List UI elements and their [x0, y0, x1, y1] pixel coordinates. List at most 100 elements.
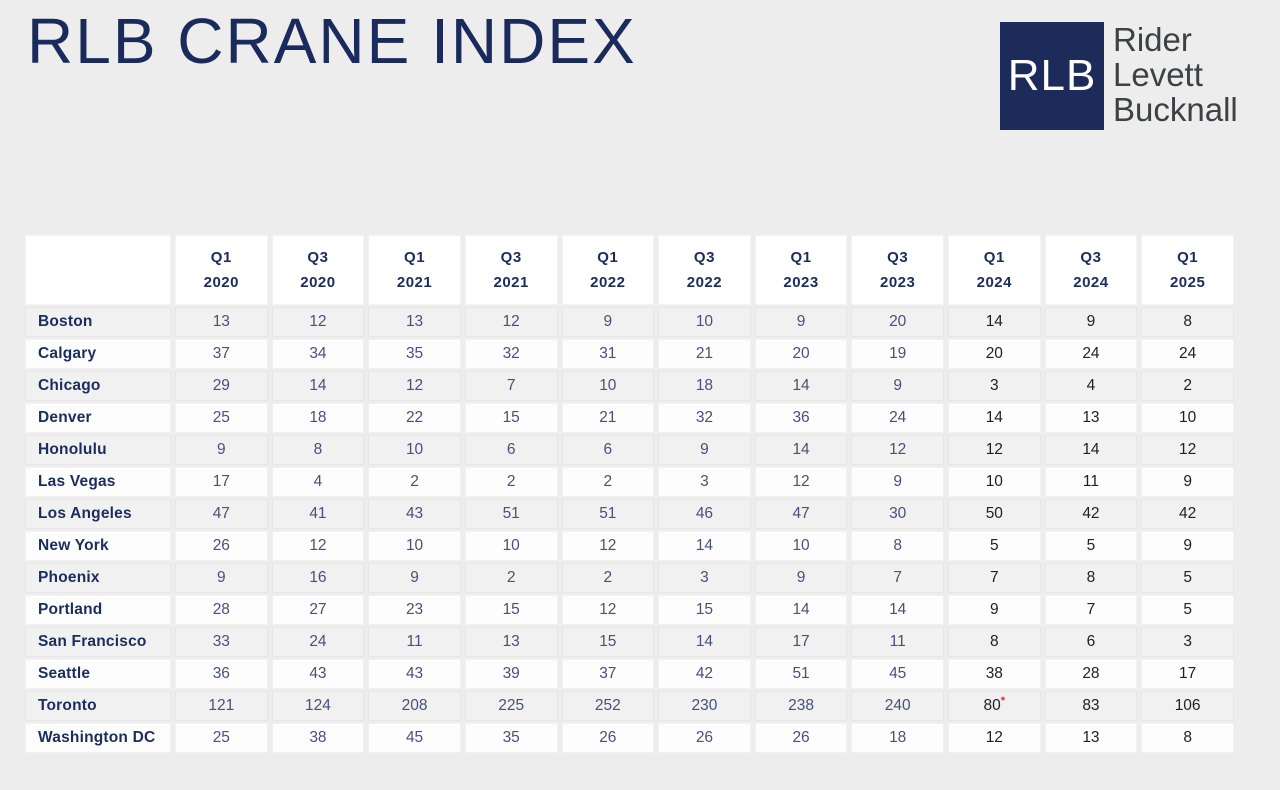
value-cell: 41 — [271, 499, 365, 529]
table-row-honolulu: Honolulu 9 8 10 6 6 9 14 12 12 14 12 — [25, 435, 1234, 465]
value-cell: 208 — [368, 691, 461, 721]
value-cell: 13 — [368, 307, 461, 337]
value-cell: 39 — [464, 659, 558, 689]
value-cell: 13 — [1044, 723, 1138, 753]
value-cell: 12 — [948, 723, 1041, 753]
value-cell: 31 — [561, 339, 655, 369]
header-row: Q1 2020 Q3 2020 Q1 2021 Q3 2021 Q1 2022 Q3 2022 Q1 20… — [25, 235, 1234, 305]
value-cell: 230 — [658, 691, 751, 721]
value-cell: 14 — [754, 435, 848, 465]
value-cell: 10 — [464, 531, 558, 561]
table-row-boston: Boston 13 12 13 12 9 10 9 20 14 9 8 — [25, 307, 1234, 337]
value-cell: 7 — [1044, 595, 1138, 625]
value-cell: 20 — [948, 339, 1041, 369]
logo-line-rider: Rider — [1113, 21, 1192, 58]
value-cell: 9 — [754, 563, 848, 593]
corner-cell — [25, 235, 171, 305]
value-cell: 42 — [658, 659, 751, 689]
table-row-phoenix: Phoenix 9 16 9 2 2 3 9 7 7 8 5 — [25, 563, 1234, 593]
value-cell: 8 — [851, 531, 944, 561]
value-cell: 37 — [175, 339, 268, 369]
value-cell: 15 — [464, 403, 558, 433]
column-header-q3-2020: Q3 2020 — [271, 235, 365, 305]
value-cell: 11 — [368, 627, 461, 657]
value-cell: 14 — [658, 627, 751, 657]
value-cell: 2 — [1141, 371, 1234, 401]
value-cell: 15 — [561, 627, 655, 657]
value-cell: 9 — [175, 435, 268, 465]
table-row-new-york: New York 26 12 10 10 12 14 10 8 5 5 9 — [25, 531, 1234, 561]
value-cell: 12 — [271, 531, 365, 561]
value-cell: 36 — [175, 659, 268, 689]
value-cell: 27 — [271, 595, 365, 625]
value-cell: 46 — [658, 499, 751, 529]
value-cell: 45 — [368, 723, 461, 753]
value-cell: 83 — [1044, 691, 1138, 721]
value-cell: 26 — [175, 531, 268, 561]
value-cell: 7 — [851, 563, 944, 593]
value-cell: 17 — [754, 627, 848, 657]
table-row-denver: Denver 25 18 22 15 21 32 36 24 14 13 10 — [25, 403, 1234, 433]
value-cell: 51 — [561, 499, 655, 529]
rlb-logo-mark: RLB — [1000, 22, 1104, 130]
table-header: Q1 2020 Q3 2020 Q1 2021 Q3 2021 Q1 2022 Q3 2022 Q1 20… — [25, 235, 1234, 305]
value-cell: 8 — [1044, 563, 1138, 593]
value-cell: 42 — [1141, 499, 1234, 529]
column-header-q1-2022: Q1 2022 — [561, 235, 655, 305]
value-cell: 10 — [368, 531, 461, 561]
value-cell: 45 — [851, 659, 944, 689]
city-label: Toronto — [25, 691, 171, 721]
value-cell: 12 — [368, 371, 461, 401]
value-cell: 3 — [1141, 627, 1234, 657]
value-cell: 121 — [175, 691, 268, 721]
rlb-logo-abbr: RLB — [1007, 51, 1097, 100]
value-cell: 14 — [851, 595, 944, 625]
value-cell: 28 — [1044, 659, 1138, 689]
column-header-q3-2023: Q3 2023 — [851, 235, 944, 305]
table-row-portland: Portland 28 27 23 15 12 15 14 14 9 7 5 — [25, 595, 1234, 625]
value-cell: 32 — [658, 403, 751, 433]
logo-line-levett: Levett — [1113, 56, 1203, 93]
value-cell: 28 — [175, 595, 268, 625]
page-title: RLB CRANE INDEX — [27, 5, 637, 77]
value-cell: 7 — [948, 563, 1041, 593]
value-cell: 12 — [754, 467, 848, 497]
value-cell: 12 — [561, 595, 655, 625]
column-header-q1-2020: Q1 2020 — [175, 235, 268, 305]
value-cell: 9 — [1044, 307, 1138, 337]
value-cell: 9 — [851, 467, 944, 497]
logo-line-bucknall: Bucknall — [1113, 91, 1238, 128]
value-cell: 47 — [754, 499, 848, 529]
value-cell: 12 — [948, 435, 1041, 465]
value-cell: 14 — [754, 595, 848, 625]
city-label: Chicago — [25, 371, 171, 401]
value-cell: 10 — [658, 307, 751, 337]
value-cell: 17 — [175, 467, 268, 497]
table-row-las-vegas: Las Vegas 17 4 2 2 2 3 12 9 10 11 9 — [25, 467, 1234, 497]
city-label: Boston — [25, 307, 171, 337]
value-cell: 25 — [175, 403, 268, 433]
value-cell: 13 — [1044, 403, 1138, 433]
value-cell: 16 — [271, 563, 365, 593]
value-cell: 22 — [368, 403, 461, 433]
city-label: San Francisco — [25, 627, 171, 657]
rlb-logo: RLB Rider Levett Bucknall — [1000, 22, 1238, 130]
value-cell: 10 — [1141, 403, 1234, 433]
column-header-q3-2024: Q3 2024 — [1044, 235, 1138, 305]
value-cell: 35 — [368, 339, 461, 369]
value-cell: 43 — [368, 659, 461, 689]
value-cell: 50 — [948, 499, 1041, 529]
value-cell: 3 — [658, 467, 751, 497]
value-cell: 9 — [948, 595, 1041, 625]
city-label: Calgary — [25, 339, 171, 369]
value-cell: 10 — [368, 435, 461, 465]
value-cell: 15 — [464, 595, 558, 625]
value-cell: 106 — [1141, 691, 1234, 721]
value-cell: 14 — [1044, 435, 1138, 465]
value-cell: 51 — [464, 499, 558, 529]
value-cell: 14 — [658, 531, 751, 561]
value-cell: 24 — [1141, 339, 1234, 369]
value-cell: 19 — [851, 339, 944, 369]
footnote-asterisk: * — [1000, 694, 1006, 707]
value-cell: 12 — [271, 307, 365, 337]
